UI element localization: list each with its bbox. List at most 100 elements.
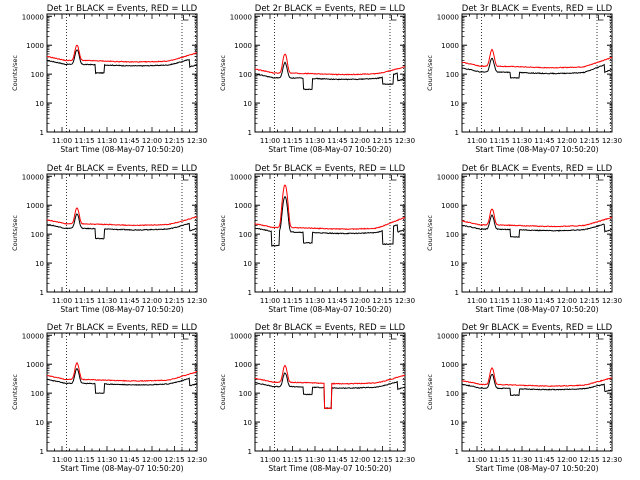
x-tick-label: 11:45 (534, 137, 554, 145)
y-axis-label: Counts/sec (219, 215, 227, 251)
x-tick-label: 11:15 (74, 137, 94, 145)
plot-title: Det 5r BLACK = Events, RED = LLD (255, 164, 406, 174)
x-tick-label: 11:45 (327, 137, 347, 145)
events-series-line (46, 213, 197, 240)
y-axis-label: Counts/sec (11, 374, 19, 410)
plot-title: Det 8r BLACK = Events, RED = LLD (255, 323, 406, 333)
y-tick-label: 1000 (234, 42, 252, 50)
plot-title: Det 2r BLACK = Events, RED = LLD (255, 4, 406, 14)
x-axis-label: Start Time (08-May-07 10:50:20) (475, 305, 598, 314)
y-tick-label: 1 (40, 448, 44, 456)
x-tick-label: 12:15 (372, 137, 392, 145)
detector-plot-2: Det 2r BLACK = Events, RED = LLD 1 10 100 10… (219, 4, 415, 154)
plot-frame (461, 173, 613, 293)
x-tick-label: 11:00 (467, 456, 487, 464)
x-tick-label: 12:30 (187, 456, 207, 464)
x-tick-label: 12:00 (350, 137, 370, 145)
y-tick-label: 10 (450, 100, 459, 108)
x-tick-label: 12:30 (187, 137, 207, 145)
x-tick-label: 11:00 (467, 297, 487, 305)
detector-plot-5: Det 5r BLACK = Events, RED = LLD 1 10 100 10… (219, 164, 415, 314)
x-tick-label: 12:30 (602, 297, 622, 305)
y-tick-label: 100 (446, 390, 459, 398)
y-tick-label: 10 (243, 100, 252, 108)
x-tick-label: 11:30 (97, 137, 117, 145)
plot-frame (461, 332, 613, 452)
y-tick-label: 1000 (26, 361, 44, 369)
plot-frame (46, 13, 198, 133)
lld-series-line (46, 44, 198, 63)
y-tick-label: 1000 (441, 202, 459, 210)
lld-series-line (461, 208, 613, 228)
x-tick-label: 12:30 (395, 456, 415, 464)
x-tick-label: 11:45 (119, 297, 139, 305)
detector-plot-9: Det 9r BLACK = Events, RED = LLD 1 10 100 10… (426, 323, 622, 473)
x-tick-label: 12:15 (372, 297, 392, 305)
y-tick-label: 1000 (234, 361, 252, 369)
x-tick-label: 12:15 (579, 137, 599, 145)
x-tick-label: 11:45 (327, 297, 347, 305)
x-tick-label: 12:30 (602, 137, 622, 145)
y-tick-label: 10 (243, 260, 252, 268)
y-axis-label: Counts/sec (426, 374, 434, 410)
x-tick-label: 11:45 (534, 297, 554, 305)
plot-frame (46, 173, 198, 293)
y-tick-label: 10 (35, 100, 44, 108)
interval-marker (391, 15, 397, 21)
detector-plot-4: Det 4r BLACK = Events, RED = LLD 1 10 100 10… (11, 164, 207, 314)
x-tick-label: 12:30 (395, 137, 415, 145)
y-tick-label: 10000 (230, 332, 252, 340)
plot-frame (254, 332, 406, 452)
y-tick-label: 1 (455, 129, 459, 137)
lld-series-line (46, 361, 198, 382)
events-series-line (254, 61, 406, 91)
y-tick-label: 100 (239, 231, 252, 239)
y-tick-label: 100 (446, 71, 459, 79)
x-tick-label: 11:30 (97, 456, 117, 464)
x-tick-label: 11:00 (260, 137, 280, 145)
lld-series-line (254, 53, 405, 76)
y-tick-label: 10000 (437, 13, 459, 21)
x-tick-label: 12:00 (557, 297, 577, 305)
y-tick-label: 1 (455, 289, 459, 297)
x-tick-label: 11:30 (512, 297, 532, 305)
x-axis-label: Start Time (08-May-07 10:50:20) (60, 145, 183, 154)
interval-marker (183, 15, 189, 21)
x-tick-label: 11:15 (282, 456, 302, 464)
x-axis-label: Start Time (08-May-07 10:50:20) (60, 305, 183, 314)
x-tick-label: 11:00 (52, 297, 72, 305)
events-series-line (46, 49, 198, 75)
x-tick-label: 12:00 (350, 297, 370, 305)
detector-plot-6: Det 6r BLACK = Events, RED = LLD 1 10 100 10… (426, 164, 622, 314)
events-series-line (46, 367, 198, 394)
x-axis-label: Start Time (08-May-07 10:50:20) (268, 305, 391, 314)
y-tick-label: 10000 (437, 332, 459, 340)
interval-marker (391, 175, 397, 181)
x-tick-label: 11:15 (282, 137, 302, 145)
y-tick-label: 100 (31, 390, 44, 398)
y-tick-label: 1000 (234, 202, 252, 210)
x-tick-label: 12:30 (187, 297, 207, 305)
x-tick-label: 12:15 (164, 137, 184, 145)
x-axis-label: Start Time (08-May-07 10:50:20) (268, 145, 391, 154)
y-axis-label: Counts/sec (426, 215, 434, 251)
interval-marker (391, 334, 397, 340)
y-tick-label: 10000 (437, 173, 459, 181)
y-tick-label: 10 (35, 260, 44, 268)
y-tick-label: 1000 (26, 202, 44, 210)
x-tick-label: 11:30 (305, 137, 325, 145)
x-tick-label: 12:00 (557, 137, 577, 145)
y-tick-label: 1000 (441, 361, 459, 369)
lld-series-line (46, 207, 198, 227)
plot-title: Det 7r BLACK = Events, RED = LLD (47, 323, 198, 333)
y-tick-label: 10 (450, 260, 459, 268)
x-tick-label: 12:00 (142, 297, 162, 305)
events-series-line (461, 214, 613, 239)
x-tick-label: 12:00 (350, 456, 370, 464)
y-tick-label: 10000 (230, 173, 252, 181)
y-tick-label: 10 (35, 419, 44, 427)
y-tick-label: 100 (31, 71, 44, 79)
x-tick-label: 11:45 (327, 456, 347, 464)
plot-title: Det 1r BLACK = Events, RED = LLD (47, 4, 198, 14)
